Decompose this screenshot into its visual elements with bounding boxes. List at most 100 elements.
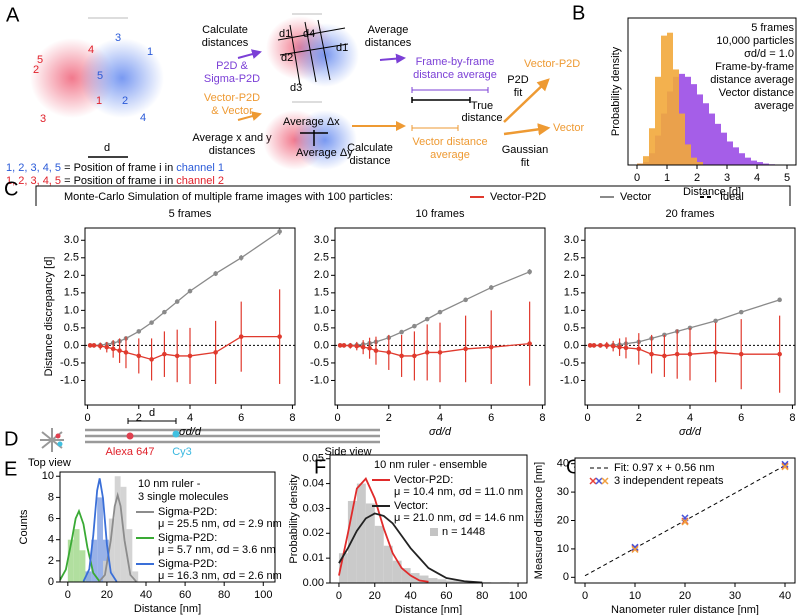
data-point [488,285,494,290]
x-tick-label: 60 [179,589,191,601]
annotation: 10 nm ruler - ensemble [374,459,487,471]
frame-number: 1 [147,46,153,58]
histogram-bar [757,162,763,165]
histogram-bar [721,132,727,165]
data-point [110,346,116,352]
data-point [488,344,494,350]
result-text: average [430,149,470,161]
annotation: 5 frames [751,22,794,34]
histogram-bar [85,571,92,582]
data-point [424,350,430,355]
y-tick-label: 1.0 [64,304,79,316]
plot-frame [334,227,546,406]
panel-title: Monte-Carlo Simulation of multiple frame… [64,191,393,203]
data-point [631,543,639,551]
frame-number: 2 [122,95,128,107]
data-point [337,343,343,348]
fit-curve [59,508,100,582]
histogram-bar [763,163,769,165]
numbers: 1, 2, 3, 4, 5 [6,162,61,174]
y-tick-label: 0.0 [64,339,79,351]
y-axis-label: Probability density [288,474,300,564]
histogram-bar [739,153,745,165]
data-point [136,353,142,359]
fit-result: Vector [553,122,585,134]
panel-label: E [4,458,17,480]
arrow [237,49,262,59]
dye [126,432,134,440]
histogram-bar [679,113,685,165]
annotation: σd/d = 1.0 [744,48,794,60]
histogram-bar [132,571,139,582]
data-point [174,353,180,359]
distance-grid [277,19,349,86]
histogram-bar [114,476,121,582]
x-tick-label: 0 [65,589,71,601]
distance-label: d4 [303,28,315,40]
plot-frame [627,17,797,166]
y-tick-label: 2.0 [564,269,579,281]
side-view-rods [85,428,380,444]
plot-frame [84,227,296,406]
average-label: Average Δx [283,116,340,128]
histogram-bar [691,157,697,165]
y-tick-label: 10 [42,470,54,482]
y-tick-label: 1.5 [564,287,579,299]
data-point [354,343,360,349]
fit-curve [98,491,137,583]
x-tick-label: 100 [254,589,272,601]
x-tick-label: 2 [136,412,142,424]
histogram-bar [67,539,74,582]
legend-label: Fit: 0.97 x + 0.56 nm [614,462,715,474]
histogram-bar [437,579,447,583]
panel-label: D [4,428,18,450]
method-text: P2D & [216,60,248,72]
y-tick-label: 3.0 [564,234,579,246]
plot-frame [584,227,796,406]
legend-stats: μ = 21.0 nm, σd = 14.6 nm [394,512,524,524]
data-point [527,341,532,346]
y-tick-label: 0.0 [314,339,329,351]
title-bracket [35,185,791,206]
histogram-bar [392,560,402,583]
data-point [437,309,443,315]
frame-bar [411,87,489,93]
data-point [781,460,789,468]
x-tick-label: 4 [754,172,760,184]
caption-text: = Position of frame i in [61,175,176,187]
histogram-bar [338,553,348,583]
arrow [503,123,551,136]
dye [57,441,63,447]
y-axis-label: Distance discrepancy [d] [43,257,55,377]
y-tick-label: 4 [48,534,54,546]
data-point [386,350,392,355]
y-tick-label: 1.0 [564,304,579,316]
data-point [348,343,353,349]
distance-label: d [149,407,155,419]
y-tick-label: -0.5 [60,357,79,369]
data-point [591,343,597,348]
top-view-icon [40,428,64,452]
step-text: Average x and y [192,132,272,144]
x-tick-label: 2 [386,412,392,424]
step-text: distances [209,145,256,157]
data-point [687,351,693,357]
data-point [341,343,347,348]
legend-label: Vector [620,191,652,203]
y-tick-label: 0.02 [303,527,324,539]
legend-label: Sigma-P2D: [158,558,217,570]
histogram-bar [685,144,691,165]
data-point [631,544,639,552]
frame-number: 3 [40,113,46,125]
x-tick-label: 5 [784,172,790,184]
data-point [610,343,616,349]
y-tick-label: 2.5 [64,252,79,264]
x-tick-label: 6 [738,412,744,424]
y-tick-label: 0.5 [64,322,79,334]
histogram-bar [655,76,661,165]
data-point [213,271,218,276]
panel-label: A [6,4,20,26]
data-point [437,350,443,355]
y-tick-label: 1.5 [64,287,79,299]
